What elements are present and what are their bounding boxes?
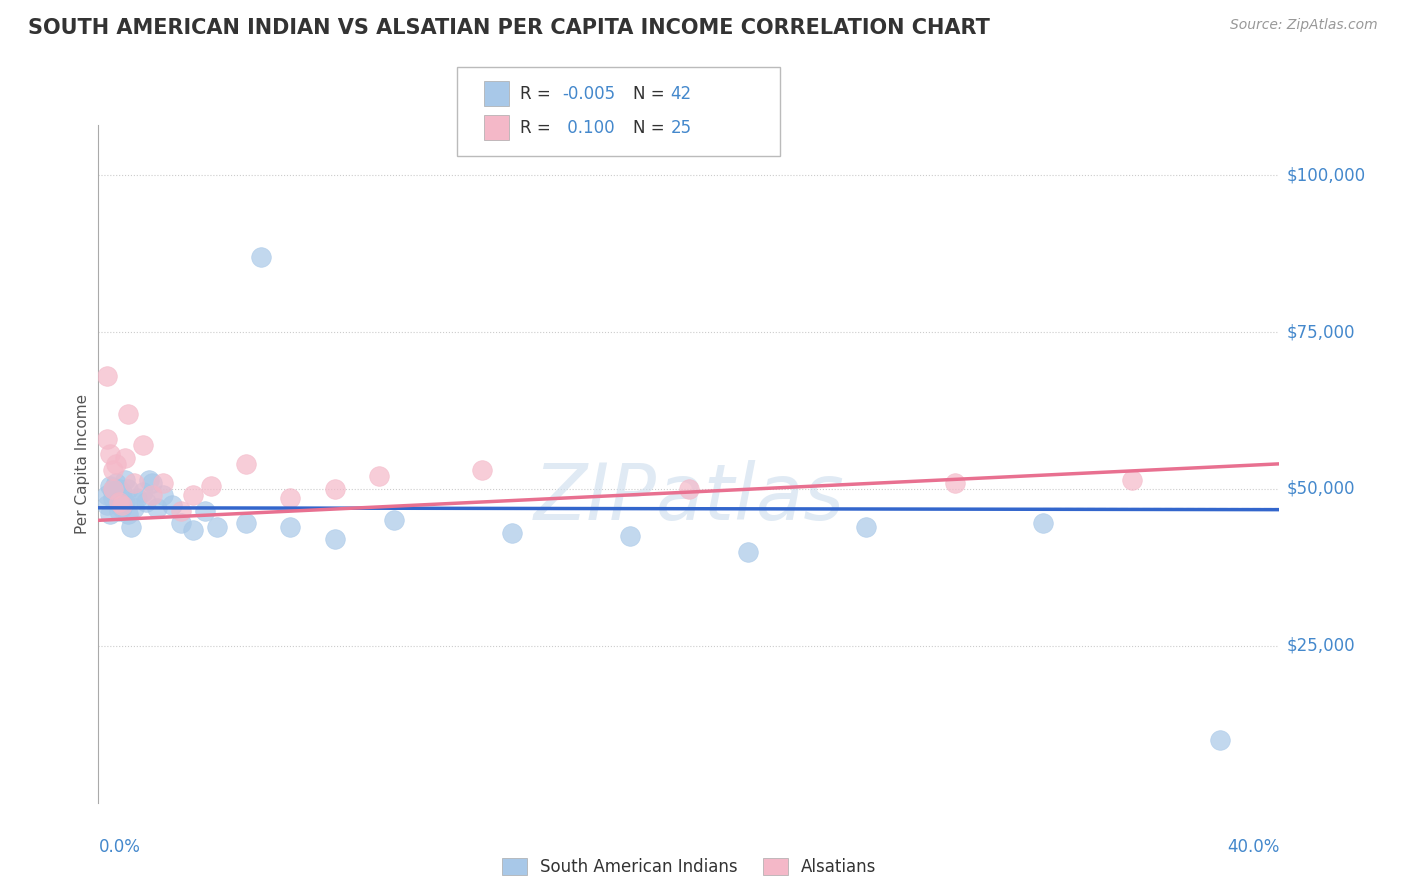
Point xyxy=(96,368,118,383)
Point xyxy=(855,519,877,533)
Point xyxy=(250,250,273,264)
Text: 0.100: 0.100 xyxy=(562,119,614,136)
Point xyxy=(122,475,145,490)
Point xyxy=(152,475,174,490)
Point xyxy=(181,523,204,537)
Text: $100,000: $100,000 xyxy=(1286,166,1365,184)
Point xyxy=(170,516,193,531)
Text: 25: 25 xyxy=(671,119,692,136)
Text: $75,000: $75,000 xyxy=(1286,323,1355,341)
Point xyxy=(737,545,759,559)
Point xyxy=(1121,473,1143,487)
Point xyxy=(117,482,139,496)
Point xyxy=(278,519,302,533)
Point xyxy=(943,475,966,490)
Point xyxy=(103,482,125,496)
Point xyxy=(103,463,125,477)
Point xyxy=(678,482,700,496)
Point xyxy=(105,457,128,471)
Point xyxy=(152,488,174,502)
Point xyxy=(181,488,204,502)
Text: 0.0%: 0.0% xyxy=(98,838,141,856)
Point xyxy=(111,500,134,515)
Point xyxy=(1209,733,1232,747)
Point xyxy=(132,438,155,452)
Point xyxy=(278,491,302,506)
Point xyxy=(205,519,228,533)
Point xyxy=(105,488,128,502)
Y-axis label: Per Capita Income: Per Capita Income xyxy=(75,393,90,534)
Point xyxy=(122,500,145,515)
Point xyxy=(235,457,257,471)
Point xyxy=(138,473,160,487)
Text: N =: N = xyxy=(633,119,669,136)
Point xyxy=(108,494,131,508)
Point xyxy=(117,407,139,421)
Point xyxy=(96,432,118,446)
Point xyxy=(501,525,523,540)
Point xyxy=(132,485,155,500)
Point xyxy=(194,504,217,518)
Point xyxy=(114,473,136,487)
Point xyxy=(619,529,641,543)
Point xyxy=(162,498,183,512)
Point xyxy=(114,450,136,465)
Point xyxy=(96,488,118,502)
Text: 40.0%: 40.0% xyxy=(1227,838,1279,856)
Point xyxy=(170,504,193,518)
Point xyxy=(141,488,163,502)
Point xyxy=(105,475,128,490)
Legend: South American Indians, Alsatians: South American Indians, Alsatians xyxy=(495,851,883,882)
Text: R =: R = xyxy=(520,85,557,103)
Point xyxy=(141,475,163,490)
Point xyxy=(103,482,125,496)
Point xyxy=(382,513,405,527)
Point xyxy=(111,485,134,500)
Point xyxy=(98,507,121,521)
Point xyxy=(323,532,346,546)
Point xyxy=(135,494,157,508)
Point xyxy=(146,500,169,515)
Point xyxy=(125,491,148,506)
Point xyxy=(96,498,118,512)
Point xyxy=(103,491,125,506)
Text: $50,000: $50,000 xyxy=(1286,480,1355,498)
Point xyxy=(98,447,121,461)
Point xyxy=(1032,516,1054,531)
Text: N =: N = xyxy=(633,85,669,103)
Text: R =: R = xyxy=(520,119,557,136)
Text: -0.005: -0.005 xyxy=(562,85,616,103)
Point xyxy=(200,479,222,493)
Point xyxy=(98,479,121,493)
Point xyxy=(471,463,494,477)
Point xyxy=(235,516,257,531)
Text: $25,000: $25,000 xyxy=(1286,637,1355,655)
Text: 42: 42 xyxy=(671,85,692,103)
Text: Source: ZipAtlas.com: Source: ZipAtlas.com xyxy=(1230,18,1378,32)
Point xyxy=(120,519,142,533)
Point xyxy=(108,482,131,496)
Point xyxy=(368,469,391,483)
Text: ZIPatlas: ZIPatlas xyxy=(533,459,845,536)
Point xyxy=(323,482,346,496)
Point xyxy=(108,504,131,518)
Point xyxy=(114,494,136,508)
Point xyxy=(103,485,125,500)
Text: SOUTH AMERICAN INDIAN VS ALSATIAN PER CAPITA INCOME CORRELATION CHART: SOUTH AMERICAN INDIAN VS ALSATIAN PER CA… xyxy=(28,18,990,37)
Point xyxy=(111,498,134,512)
Point xyxy=(117,507,139,521)
